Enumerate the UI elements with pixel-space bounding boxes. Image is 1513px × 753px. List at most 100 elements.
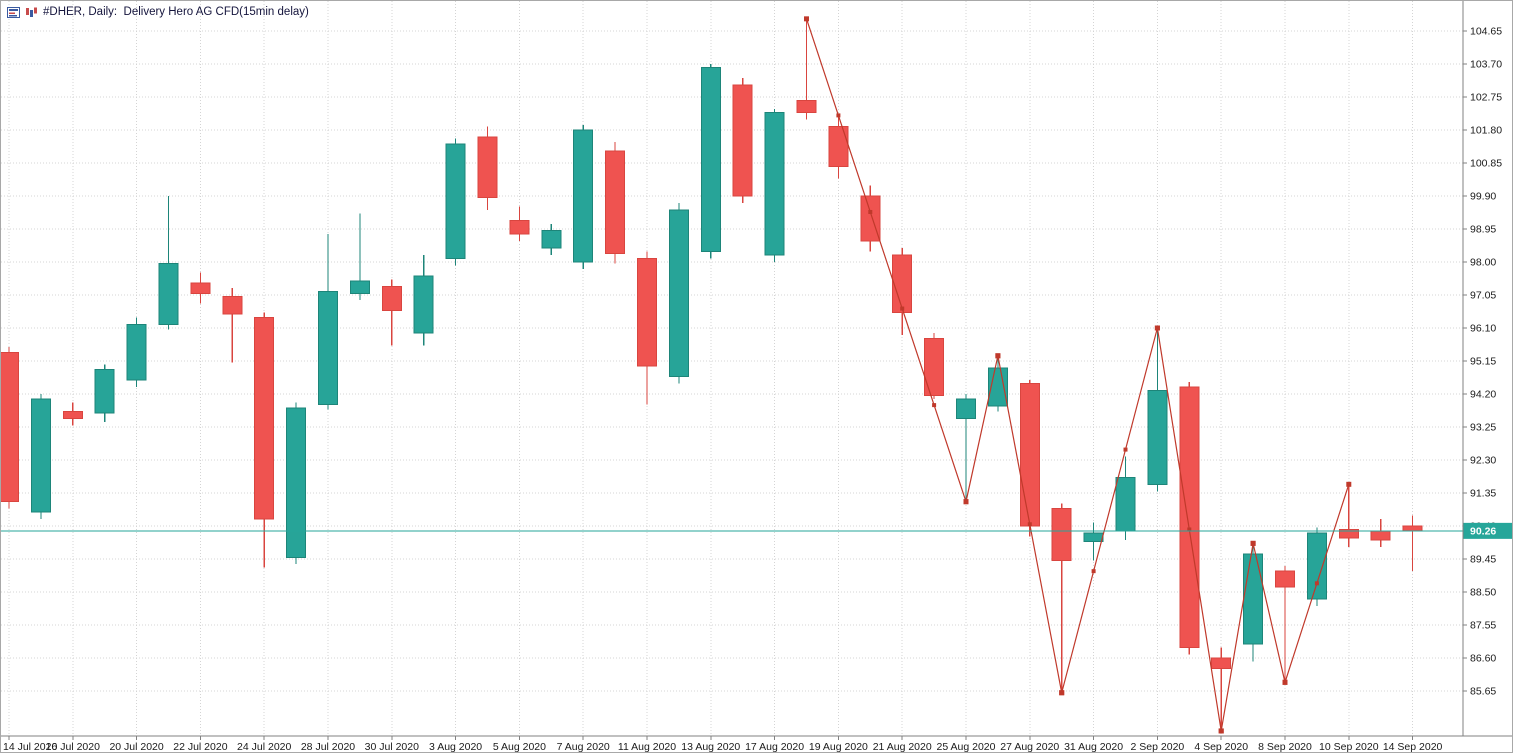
candle[interactable]	[1338, 484, 1359, 547]
chart-title: #DHER, Daily: Delivery Hero AG CFD(15min…	[43, 6, 309, 18]
candle[interactable]	[94, 364, 115, 422]
candle[interactable]	[1243, 543, 1264, 662]
candle[interactable]	[1179, 381, 1200, 655]
zigzag-dot	[963, 499, 969, 505]
zigzag-dot	[836, 113, 841, 118]
candle[interactable]	[158, 196, 179, 330]
candle[interactable]	[1147, 328, 1168, 492]
candle[interactable]	[828, 116, 849, 179]
current-price-label: 90.26	[1470, 525, 1496, 537]
candle[interactable]	[605, 142, 626, 264]
price-axis[interactable]: 104.65 103.70 102.75 101.80 100.85 99.90 98.95…	[1463, 26, 1513, 698]
candle[interactable]	[700, 64, 721, 259]
zigzag-dot	[868, 209, 873, 214]
price-axis-label: 92.30	[1470, 455, 1496, 467]
zigzag-dot	[1027, 522, 1032, 527]
date-axis-label: 17 Aug 2020	[745, 741, 804, 753]
candle[interactable]	[190, 272, 211, 304]
date-axis-label: 14 Jul 2020	[3, 741, 57, 753]
candle[interactable]	[30, 394, 51, 520]
date-axis-label: 22 Jul 2020	[173, 741, 227, 753]
price-axis-label: 98.00	[1470, 257, 1496, 269]
price-axis-label: 95.15	[1470, 356, 1496, 368]
date-axis-label: 20 Jul 2020	[109, 741, 163, 753]
price-axis-label: 96.10	[1470, 323, 1496, 335]
date-axis-label: 10 Sep 2020	[1319, 741, 1379, 753]
zigzag-indicator[interactable]	[804, 16, 1352, 734]
zigzag-dot	[1346, 481, 1352, 487]
candle[interactable]	[381, 279, 402, 346]
candle[interactable]	[796, 18, 817, 120]
price-axis-label: 102.75	[1470, 92, 1502, 104]
candle[interactable]	[509, 206, 530, 242]
date-axis-label: 14 Sep 2020	[1383, 741, 1443, 753]
zigzag-dot	[1123, 447, 1128, 452]
date-axis-label: 16 Jul 2020	[46, 741, 100, 753]
price-axis-label: 103.70	[1470, 59, 1502, 71]
price-axis-label: 98.95	[1470, 224, 1496, 236]
date-axis-label: 30 Jul 2020	[365, 741, 419, 753]
zigzag-dot	[1154, 325, 1160, 331]
candle[interactable]	[318, 234, 338, 410]
candle[interactable]	[445, 138, 466, 266]
candle[interactable]	[413, 255, 434, 346]
candle[interactable]	[477, 126, 498, 210]
zigzag-dot	[932, 403, 937, 408]
date-axis-label: 21 Aug 2020	[873, 741, 932, 753]
date-axis-label: 13 Aug 2020	[681, 741, 740, 753]
candle[interactable]	[1051, 503, 1072, 693]
candle[interactable]	[573, 124, 594, 269]
zigzag-dot	[1187, 527, 1192, 532]
candle[interactable]	[956, 394, 976, 502]
zigzag-dot	[1218, 728, 1224, 734]
price-axis-label: 86.60	[1470, 653, 1496, 665]
price-axis-label: 89.45	[1470, 554, 1496, 566]
date-axis-label: 19 Aug 2020	[809, 741, 868, 753]
candle[interactable]	[1306, 527, 1327, 606]
candle[interactable]	[254, 312, 275, 568]
candle[interactable]	[1019, 380, 1040, 537]
candle[interactable]	[1275, 565, 1295, 683]
price-axis-label: 88.50	[1470, 587, 1496, 599]
date-axis-label: 27 Aug 2020	[1000, 741, 1059, 753]
zigzag-dot	[804, 16, 809, 22]
grid-layer	[1, 1, 1463, 736]
date-axis-label: 25 Aug 2020	[937, 741, 996, 753]
candle[interactable]	[1, 347, 19, 509]
zigzag-dot	[1282, 679, 1288, 685]
date-axis-label: 7 Aug 2020	[557, 741, 610, 753]
zigzag-dot	[900, 306, 905, 311]
candle[interactable]	[541, 223, 562, 256]
price-axis-label: 99.90	[1470, 191, 1496, 203]
price-axis-label: 100.85	[1470, 158, 1502, 170]
date-axis-label: 8 Sep 2020	[1258, 741, 1312, 753]
candle[interactable]	[126, 317, 147, 388]
price-axis-label: 85.65	[1470, 686, 1496, 698]
date-axis-label: 31 Aug 2020	[1064, 741, 1123, 753]
chart-window-icon	[7, 6, 20, 18]
zigzag-dot	[995, 353, 1001, 359]
candle[interactable]	[349, 213, 370, 301]
candle[interactable]	[62, 402, 83, 426]
candle[interactable]	[286, 402, 307, 565]
candle[interactable]	[1211, 647, 1232, 731]
zigzag-dot	[1091, 569, 1096, 574]
candle[interactable]	[668, 202, 689, 384]
price-axis-label: 97.05	[1470, 290, 1496, 302]
date-axis-label: 3 Aug 2020	[429, 741, 482, 753]
candle[interactable]	[222, 288, 243, 363]
price-axis-label: 94.20	[1470, 389, 1496, 401]
candle[interactable]	[732, 77, 753, 203]
candles-layer[interactable]	[1, 18, 1423, 731]
candle[interactable]	[892, 248, 913, 335]
candle[interactable]	[924, 333, 945, 400]
date-axis-label: 11 Aug 2020	[618, 741, 676, 753]
candle[interactable]	[1115, 456, 1136, 540]
candle[interactable]	[860, 185, 881, 252]
candle[interactable]	[637, 251, 657, 405]
candle[interactable]	[764, 109, 785, 262]
date-axis-label: 5 Aug 2020	[493, 741, 546, 753]
